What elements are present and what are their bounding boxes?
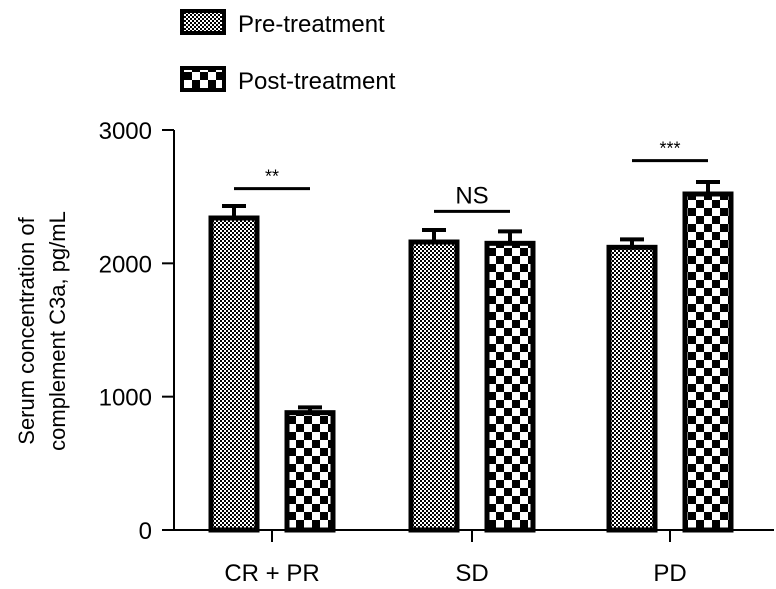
x-tick-label-sd: SD [455,560,488,587]
y-axis-label-line-2: complement C3a, pg/mL [45,211,70,451]
y-axis-label: Serum concentration of complement C3a, p… [14,211,70,451]
legend-item-post-treatment: Post-treatment [180,66,396,95]
legend-item-pre-treatment: Pre-treatment [180,9,385,38]
significance-label-cr-pr: ** [265,167,279,187]
legend-swatch-pre-treatment [180,9,226,35]
y-axis-label-line-1: Serum concentration of [14,216,39,444]
y-ticks: 0 1000 2000 3000 [99,118,174,545]
bar-pre-treatment-pd [606,244,658,533]
significance-label-pd: *** [659,139,680,159]
x-tick-label-pd: PD [653,560,686,587]
bars [208,180,734,533]
bar-pre-treatment-cr-pr [208,215,260,533]
bar-post-treatment-pd [682,191,734,533]
legend-swatch-post-treatment [180,66,226,92]
x-ticks: CR + PR SD PD [224,530,687,587]
legend-label-pre-treatment: Pre-treatment [238,11,385,38]
y-tick-label-1000: 1000 [99,385,152,412]
significance-annotations: ** NS *** [234,139,708,213]
significance-label-sd: NS [455,182,488,209]
bar-pre-treatment-sd [408,239,460,533]
y-tick-label-3000: 3000 [99,118,152,145]
x-tick-label-cr-pr: CR + PR [224,560,319,587]
y-tick-label-0: 0 [139,518,152,545]
legend: Pre-treatment Post-treatment [180,9,396,95]
bar-post-treatment-sd [484,240,536,533]
legend-label-post-treatment: Post-treatment [238,68,396,95]
y-tick-label-2000: 2000 [99,251,152,278]
bar-post-treatment-cr-pr [284,410,336,533]
